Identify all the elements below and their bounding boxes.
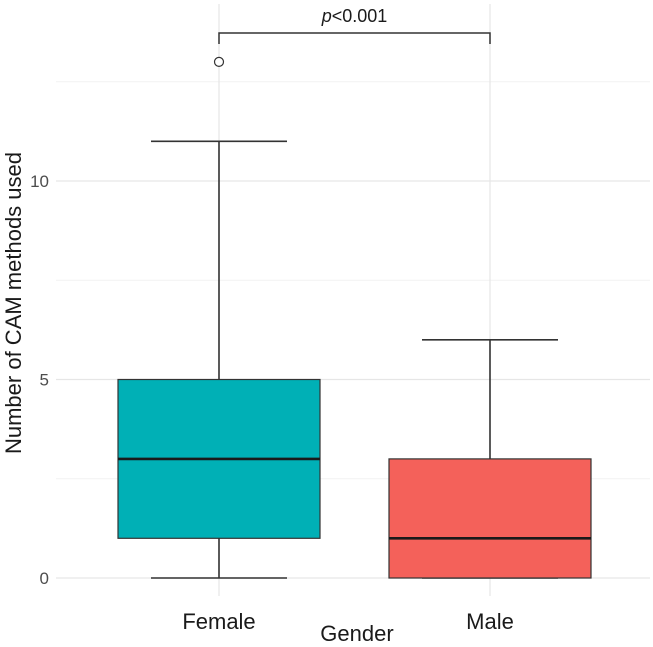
p-value-label: p<0.001 <box>321 6 388 26</box>
significance-annotation: p<0.001 <box>218 6 491 44</box>
x-axis-title: Gender <box>320 621 393 646</box>
x-tick-label-female: Female <box>182 609 255 634</box>
y-tick-label: 10 <box>30 172 49 191</box>
male-box <box>388 458 592 579</box>
female-outlier-point <box>213 56 225 68</box>
y-axis-title: Number of CAM methods used <box>1 152 26 454</box>
x-tick-label-male: Male <box>466 609 514 634</box>
p-symbol: p <box>321 6 332 26</box>
text-layer: 0 5 10 Female Male Gender Number of CAM method… <box>1 152 514 646</box>
p-value: <0.001 <box>332 6 388 26</box>
box-layer <box>117 56 592 579</box>
y-tick-label: 5 <box>40 371 49 390</box>
y-tick-label: 0 <box>40 569 49 588</box>
significance-bracket <box>218 32 491 44</box>
